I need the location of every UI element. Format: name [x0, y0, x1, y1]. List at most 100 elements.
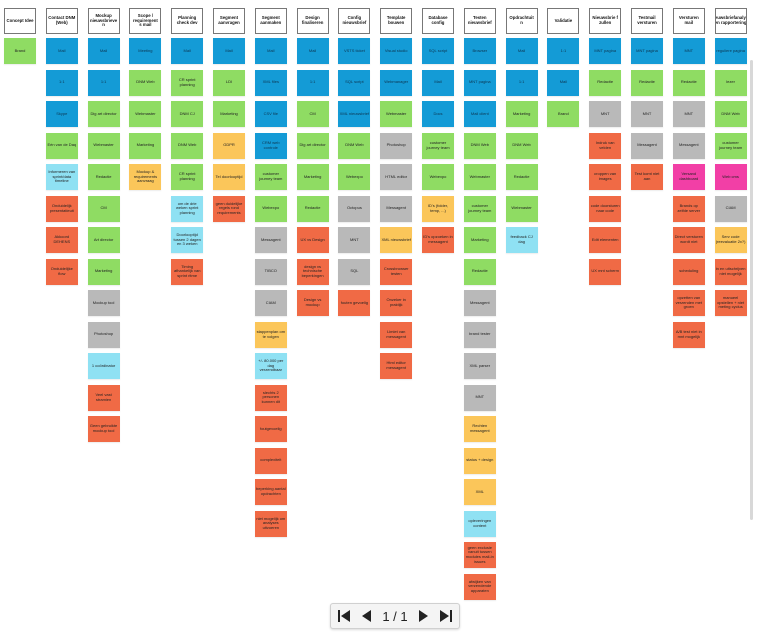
sticky-note[interactable]: SQL [338, 258, 371, 285]
sticky-note[interactable]: 1:1 [547, 38, 580, 64]
sticky-note[interactable]: Photoshop [380, 132, 413, 159]
sticky-note[interactable]: geen exclusie vanuit tussen modules mail… [463, 542, 496, 568]
sticky-note[interactable]: Brands op zelfde server [672, 195, 705, 222]
sticky-note[interactable]: Visual studio [380, 38, 413, 64]
sticky-note[interactable]: DNM Web [505, 132, 538, 159]
sticky-note[interactable]: MNT [631, 101, 663, 127]
sticky-note[interactable]: customer journey team [463, 195, 496, 222]
sticky-note[interactable]: CR sprint planning [171, 69, 204, 96]
sticky-note[interactable]: Mail [171, 38, 204, 64]
sticky-note[interactable]: Redactie [631, 69, 663, 96]
sticky-note[interactable]: CR sprint planning [171, 164, 204, 190]
sticky-note[interactable]: DNM Web [129, 69, 162, 96]
sticky-note[interactable]: Octopus [338, 195, 371, 222]
sticky-note[interactable]: Mail client [463, 101, 496, 127]
sticky-note[interactable]: Marketing [87, 258, 120, 285]
sticky-note[interactable]: Photoshop [87, 321, 120, 348]
sticky-note[interactable]: XML nieuwsbrief [380, 227, 413, 253]
sticky-note[interactable]: Indruk van velden [589, 132, 622, 159]
sticky-note[interactable]: Marketing [129, 132, 162, 159]
sticky-note[interactable]: Web cms [714, 164, 747, 190]
sticky-note[interactable]: Versand dashboard [672, 164, 705, 190]
sticky-note[interactable]: MNT [672, 38, 705, 64]
sticky-note[interactable]: DNM Web [338, 132, 371, 159]
last-page-button[interactable] [439, 608, 453, 624]
sticky-note[interactable]: Geen gebruikte mockup tool [87, 416, 120, 442]
previous-page-button[interactable] [360, 608, 374, 624]
sticky-note[interactable]: customer journey team [714, 132, 747, 159]
sticky-note[interactable]: Webmaster [87, 132, 120, 159]
sticky-note[interactable]: Redactie [505, 164, 538, 190]
sticky-note[interactable]: Webexpo [338, 164, 371, 190]
sticky-note[interactable]: Docs [422, 101, 454, 127]
sticky-note[interactable]: Dig art director [296, 132, 329, 159]
sticky-note[interactable]: DNM Web [714, 101, 747, 127]
sticky-note[interactable]: beperking aantal opdrachten [254, 479, 287, 505]
sticky-note[interactable]: TIBCO [254, 258, 287, 285]
sticky-note[interactable]: A/B test niet in mnt mogelijk [672, 321, 705, 348]
sticky-note[interactable]: slechts 2 personen kunnen dit [254, 384, 287, 411]
sticky-note[interactable]: LDI [213, 69, 245, 96]
sticky-note[interactable]: DNM Web [463, 132, 496, 159]
sticky-note[interactable]: VSTS ticket [338, 38, 371, 64]
sticky-note[interactable]: in en uitschrijven niet mogelijk [714, 258, 747, 285]
sticky-note[interactable]: Mail [422, 69, 454, 96]
sticky-note[interactable]: Webmaster [505, 195, 538, 222]
sticky-note[interactable]: Crossbrowser testen [380, 258, 413, 285]
sticky-note[interactable]: geen duidelijke regels rond requirements [213, 195, 245, 222]
sticky-note[interactable]: CSV file [254, 101, 287, 127]
sticky-note[interactable]: Mail [45, 38, 78, 64]
sticky-note[interactable]: MNT [589, 101, 622, 127]
sticky-note[interactable]: Webmanager [380, 69, 413, 96]
sticky-note[interactable]: Mail [296, 38, 329, 64]
sticky-note[interactable]: Akkoord DEHENS [45, 227, 78, 253]
sticky-note[interactable]: Mail [505, 38, 538, 64]
sticky-note[interactable]: 1:1 [296, 69, 329, 96]
sticky-note[interactable]: SQL script [338, 69, 371, 96]
sticky-note[interactable]: Marketing [505, 101, 538, 127]
sticky-note[interactable]: Doorlooptijd tussen 2 dagen en 3 weken [171, 227, 204, 253]
sticky-note[interactable]: feedback CJ dag [505, 227, 538, 253]
sticky-note[interactable]: reguliere pagina [714, 38, 747, 64]
sticky-note[interactable]: CM [87, 195, 120, 222]
sticky-note[interactable]: niet mogelijk om analyses uitvoeren [254, 510, 287, 537]
sticky-note[interactable]: ID's (folder, temp, ...) [422, 195, 454, 222]
sticky-note[interactable]: lezer [714, 69, 747, 96]
sticky-note[interactable]: manueel opstellen + niet meting cyclus [714, 290, 747, 316]
sticky-note[interactable]: HTML editor [380, 164, 413, 190]
sticky-note[interactable]: Mail [87, 38, 120, 64]
sticky-note[interactable]: Webexpo [254, 195, 287, 222]
sticky-note[interactable]: opzetten van verzenden met groen [672, 290, 705, 316]
sticky-note[interactable]: Veel vast stramien [87, 384, 120, 411]
next-page-button[interactable] [416, 608, 430, 624]
sticky-note[interactable]: UX vs Design [296, 227, 329, 253]
sticky-note[interactable]: Tel doorlooptijd [213, 164, 245, 190]
sticky-note[interactable]: Timing afhankelijk van sprint ritme [171, 258, 204, 285]
sticky-note[interactable]: Messagent [254, 227, 287, 253]
sticky-note[interactable]: Redactie [672, 69, 705, 96]
sticky-note[interactable]: CRM web controle [254, 132, 287, 159]
sticky-note[interactable]: XML [463, 479, 496, 505]
sticky-note[interactable]: DNM CJ [171, 101, 204, 127]
sticky-note[interactable]: Meeting [129, 38, 162, 64]
sticky-note[interactable]: Test komt niet aan [631, 164, 663, 190]
sticky-note[interactable]: Edit elementen [589, 227, 622, 253]
sticky-note[interactable]: 1:1 [505, 69, 538, 96]
sticky-note[interactable]: brand tester [463, 321, 496, 348]
sticky-note[interactable]: Redactie [87, 164, 120, 190]
sticky-note[interactable]: Marketing [296, 164, 329, 190]
sticky-note[interactable]: om de drie weken sprint planning [171, 195, 204, 222]
sticky-note[interactable]: Redactie [296, 195, 329, 222]
sticky-note[interactable]: Onzeker in praktijk [380, 290, 413, 316]
sticky-note[interactable]: Webmaster [463, 164, 496, 190]
sticky-note[interactable]: MNT [463, 384, 496, 411]
sticky-note[interactable]: croppen van images [589, 164, 622, 190]
sticky-note[interactable]: 1 coördinator [87, 353, 120, 379]
sticky-note[interactable]: Mockup tool [87, 290, 120, 316]
sticky-note[interactable]: Webexpo [422, 164, 454, 190]
sticky-note[interactable]: Onduidelijk presentatieuit [45, 195, 78, 222]
sticky-note[interactable]: Skype [45, 101, 78, 127]
sticky-note[interactable]: Messagent [631, 132, 663, 159]
sticky-note[interactable]: GDPR [213, 132, 245, 159]
sticky-note[interactable]: ID's opzoeken in messagent [422, 227, 454, 253]
